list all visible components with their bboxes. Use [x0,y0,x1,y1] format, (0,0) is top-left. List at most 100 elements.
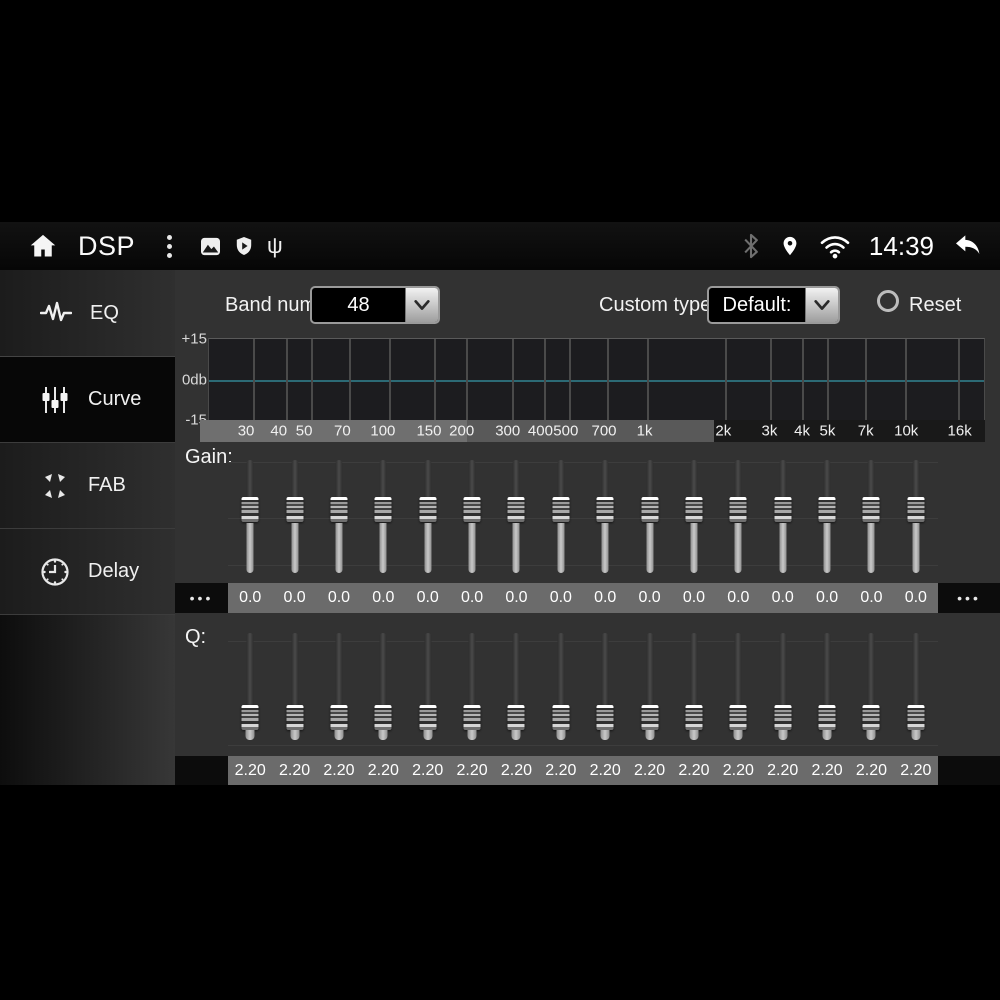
vertical-slider[interactable] [729,628,747,756]
usb-icon[interactable]: ψ [267,233,283,258]
slider-thumb[interactable] [729,705,747,730]
vertical-slider[interactable] [330,628,348,756]
vertical-slider[interactable] [596,450,614,583]
vertical-slider[interactable] [463,450,481,583]
shield-icon[interactable] [235,236,253,256]
vertical-slider[interactable] [685,628,703,756]
slider-thumb[interactable] [818,497,836,522]
y-tick-zero: 0db [181,371,207,389]
vertical-slider[interactable] [463,628,481,756]
vertical-slider[interactable] [774,628,792,756]
slider-thumb[interactable] [907,705,925,730]
vertical-slider[interactable] [374,628,392,756]
slider-thumb[interactable] [552,705,570,730]
vertical-slider[interactable] [507,628,525,756]
slider-thumb[interactable] [241,497,259,522]
sidebar-item-curve[interactable]: Curve [0,356,175,442]
chevron-down-icon[interactable] [805,288,838,322]
slider-thumb[interactable] [419,705,437,730]
sidebar-item-eq[interactable]: EQ [0,270,175,356]
slider-cell [228,628,272,756]
vertical-slider[interactable] [774,450,792,583]
slider-thumb[interactable] [463,705,481,730]
freq-tick-label: 150 [416,422,442,440]
freq-tick-label: 70 [334,422,351,440]
slider-thumb[interactable] [374,497,392,522]
vertical-slider[interactable] [596,628,614,756]
slider-thumb[interactable] [286,497,304,522]
vertical-slider[interactable] [907,628,925,756]
chevron-down-icon[interactable] [405,288,438,322]
gallery-icon[interactable] [200,237,221,256]
slider-thumb[interactable] [862,705,880,730]
vertical-slider[interactable] [641,628,659,756]
reset-radio[interactable] [877,290,899,312]
slider-thumb[interactable] [374,705,392,730]
slider-track-lower [912,523,920,573]
eq-curve-flat-line [209,379,984,382]
vertical-slider[interactable] [330,450,348,583]
sidebar-item-fab[interactable]: FAB [0,442,175,528]
freq-gridline [724,339,727,420]
slider-thumb[interactable] [774,705,792,730]
custom-type-dropdown[interactable]: Default: [707,286,840,324]
slider-thumb[interactable] [729,497,747,522]
vertical-slider[interactable] [241,628,259,756]
vertical-slider[interactable] [507,450,525,583]
slider-thumb[interactable] [419,497,437,522]
scroll-left-indicator[interactable]: ••• [175,583,228,613]
slider-thumb[interactable] [641,497,659,522]
slider-thumb[interactable] [507,705,525,730]
slider-thumb[interactable] [507,497,525,522]
slider-thumb[interactable] [774,497,792,522]
slider-thumb[interactable] [907,497,925,522]
wifi-icon[interactable] [819,233,851,259]
vertical-slider[interactable] [552,450,570,583]
slider-cell [361,450,405,583]
vertical-slider[interactable] [862,450,880,583]
slider-track-upper [291,633,299,706]
slider-track-upper [823,633,831,706]
vertical-slider[interactable] [818,450,836,583]
slider-thumb[interactable] [596,497,614,522]
sidebar-item-delay[interactable]: Delay [0,528,175,614]
vertical-slider[interactable] [286,450,304,583]
vertical-slider[interactable] [374,450,392,583]
slider-thumb[interactable] [286,705,304,730]
overflow-menu-icon[interactable] [163,231,176,262]
slider-thumb[interactable] [641,705,659,730]
slider-thumb[interactable] [862,497,880,522]
slider-thumb[interactable] [552,497,570,522]
vertical-slider[interactable] [286,628,304,756]
vertical-slider[interactable] [729,450,747,583]
slider-thumb[interactable] [685,705,703,730]
vertical-slider[interactable] [907,450,925,583]
vertical-slider[interactable] [552,628,570,756]
slider-thumb[interactable] [596,705,614,730]
home-icon[interactable] [28,232,58,260]
slider-track-upper [779,633,787,706]
vertical-slider[interactable] [419,450,437,583]
slider-cell [894,628,938,756]
slider-thumb[interactable] [463,497,481,522]
slider-thumb[interactable] [818,705,836,730]
vertical-slider[interactable] [685,450,703,583]
slider-thumb[interactable] [330,705,348,730]
freq-tick-label: 7k [857,422,874,440]
vertical-slider[interactable] [641,450,659,583]
band-num-dropdown[interactable]: 48 [310,286,440,324]
slider-track-upper [424,460,432,498]
slider-cell [805,450,849,583]
vertical-slider[interactable] [419,628,437,756]
vertical-slider[interactable] [241,450,259,583]
slider-value: 2.20 [900,761,932,779]
vertical-slider[interactable] [862,628,880,756]
back-icon[interactable] [952,232,984,260]
slider-thumb[interactable] [685,497,703,522]
slider-thumb[interactable] [330,497,348,522]
scroll-right-indicator[interactable]: ••• [938,583,1000,613]
vertical-slider[interactable] [818,628,836,756]
slider-thumb[interactable] [241,705,259,730]
bluetooth-icon[interactable] [741,232,761,260]
location-icon[interactable] [779,232,801,260]
